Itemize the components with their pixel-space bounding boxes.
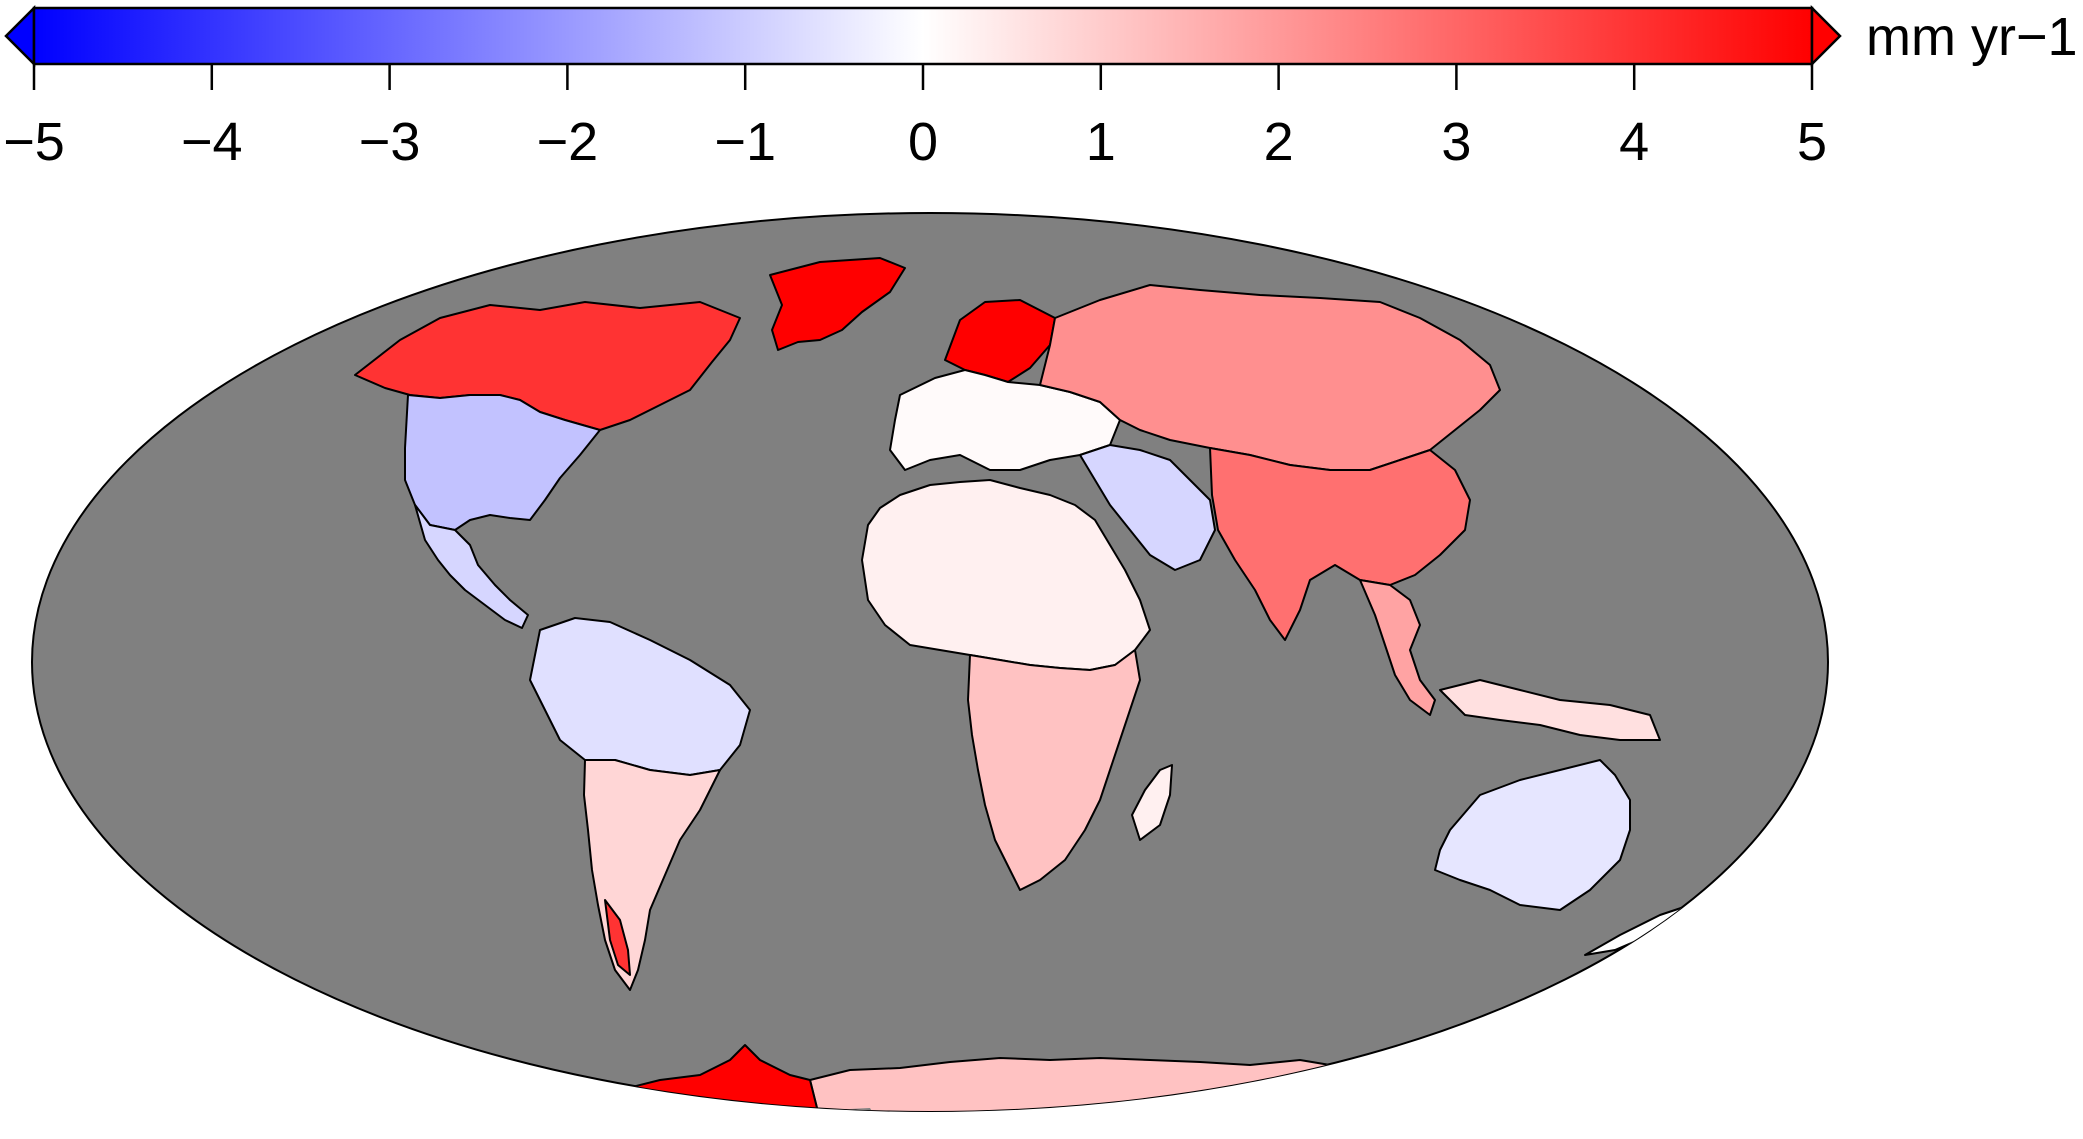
colorbar-tick-label: 2 [1264,112,1294,172]
region-madagascar [1131,764,1173,841]
region-middle-east [1079,444,1216,571]
colorbar-low-extension [4,4,36,68]
colorbar-tick-label: 0 [908,112,938,172]
region-southern-africa [967,649,1141,891]
colorbar-tick-label: −2 [537,112,599,172]
colorbar-tick-label: −1 [714,112,776,172]
map [31,212,1829,1112]
colorbar-tick-label: −4 [181,112,243,172]
region-greenland [769,257,906,351]
region-indonesia [1439,679,1661,741]
colorbar-tick-label: 3 [1441,112,1471,172]
region-patagonia [604,899,631,976]
region-antarctica-east [809,1057,1331,1111]
region-north-africa [861,479,1151,671]
colorbar-unit-label: mm yr−1 [1866,7,2078,67]
colorbar-tick-label: 5 [1797,112,1827,172]
colorbar-ticks: −5 −4 −3 −2 −1 0 1 2 3 4 5 [3,64,1827,172]
colorbar-tick-label: 4 [1619,112,1649,172]
colorbar: mm yr−1 −5 −4 −3 −2 −1 0 1 2 3 4 5 [3,4,2078,172]
region-india-china [1209,447,1471,641]
colorbar-tick-label: −3 [359,112,421,172]
colorbar-tick-label: −5 [3,112,65,172]
colorbar-gradient [32,6,1814,66]
region-southeast-asia [1359,579,1436,716]
ocean [31,212,1829,1112]
region-australia [1434,759,1631,911]
region-mexico [414,504,529,629]
colorbar-high-extension [1810,4,1842,68]
colorbar-tick-label: 1 [1086,112,1116,172]
